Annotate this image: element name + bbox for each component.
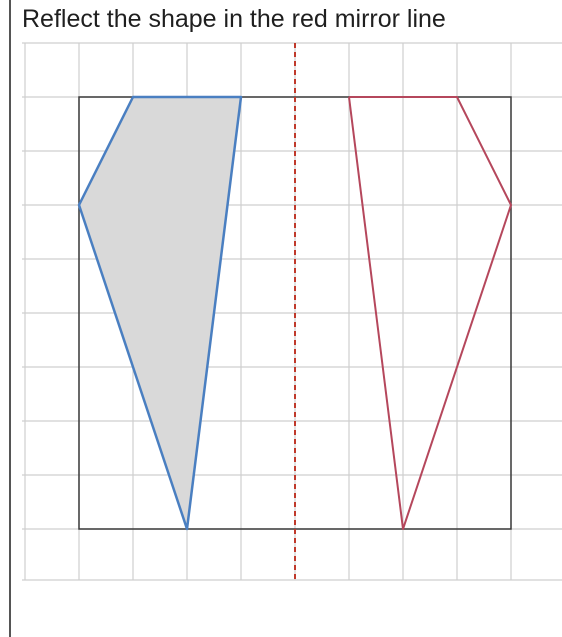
page-left-border [9, 0, 11, 637]
question-title: Reflect the shape in the red mirror line [22, 5, 446, 33]
reflected-shape[interactable] [348, 96, 512, 530]
original-shape [77, 95, 243, 531]
grid-lines [22, 42, 562, 581]
